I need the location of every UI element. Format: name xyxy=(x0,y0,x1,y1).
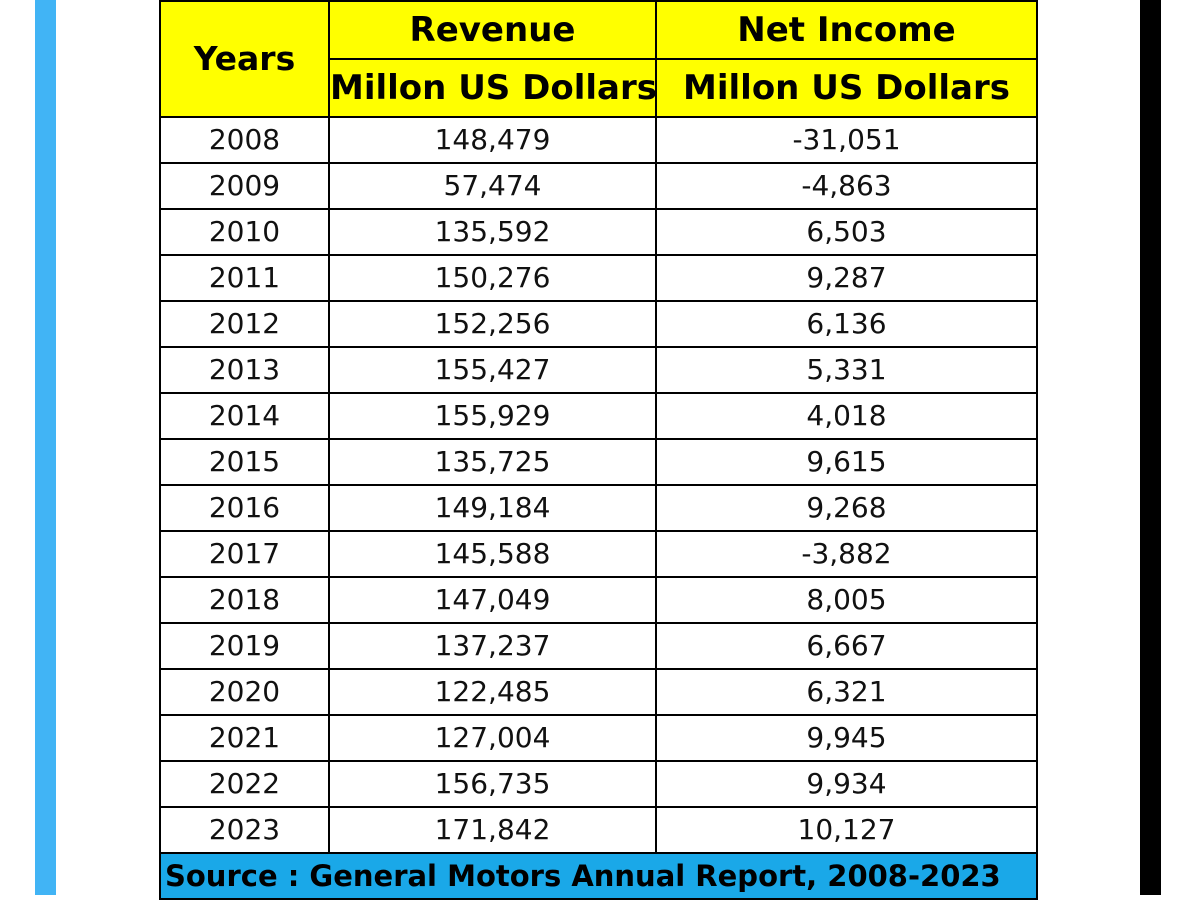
year-cell: 2021 xyxy=(159,714,330,762)
revenue-cell: 147,049 xyxy=(328,576,657,624)
net-income-cell: 6,321 xyxy=(655,668,1038,716)
table-row: 2009 57,474 -4,863 xyxy=(159,162,1038,210)
revenue-cell: 145,588 xyxy=(328,530,657,578)
net-income-cell: 9,934 xyxy=(655,760,1038,808)
year-cell: 2010 xyxy=(159,208,330,256)
revenue-cell: 171,842 xyxy=(328,806,657,854)
net-income-header: Net Income xyxy=(655,0,1038,60)
table-row: 2014 155,929 4,018 xyxy=(159,392,1038,440)
revenue-cell: 135,725 xyxy=(328,438,657,486)
table-row: 2021 127,004 9,945 xyxy=(159,714,1038,762)
left-accent-bar xyxy=(35,0,56,895)
year-cell: 2017 xyxy=(159,530,330,578)
year-cell: 2023 xyxy=(159,806,330,854)
net-income-cell: -31,051 xyxy=(655,116,1038,164)
year-cell: 2013 xyxy=(159,346,330,394)
year-cell: 2019 xyxy=(159,622,330,670)
table-row: 2022 156,735 9,934 xyxy=(159,760,1038,808)
table-row: 2018 147,049 8,005 xyxy=(159,576,1038,624)
table-body: 2008 148,479 -31,051 2009 57,474 -4,863 2010 13… xyxy=(159,116,1038,854)
table-row: 2023 171,842 10,127 xyxy=(159,806,1038,854)
year-cell: 2020 xyxy=(159,668,330,716)
net-income-cell: 5,331 xyxy=(655,346,1038,394)
revenue-cell: 156,735 xyxy=(328,760,657,808)
table-row: 2010 135,592 6,503 xyxy=(159,208,1038,256)
table-header: Years Revenue Net Income Millon US Dolla… xyxy=(159,0,1038,118)
net-income-cell: 10,127 xyxy=(655,806,1038,854)
revenue-cell: 155,929 xyxy=(328,392,657,440)
net-income-unit-header: Millon US Dollars xyxy=(655,58,1038,118)
table-row: 2008 148,479 -31,051 xyxy=(159,116,1038,164)
revenue-cell: 155,427 xyxy=(328,346,657,394)
revenue-cell: 127,004 xyxy=(328,714,657,762)
net-income-cell: 4,018 xyxy=(655,392,1038,440)
year-cell: 2008 xyxy=(159,116,330,164)
table-row: 2019 137,237 6,667 xyxy=(159,622,1038,670)
table-row: 2020 122,485 6,321 xyxy=(159,668,1038,716)
net-income-cell: 8,005 xyxy=(655,576,1038,624)
financial-table-container: Years Revenue Net Income Millon US Dolla… xyxy=(159,0,1038,900)
table-row: 2011 150,276 9,287 xyxy=(159,254,1038,302)
table-row: 2013 155,427 5,331 xyxy=(159,346,1038,394)
revenue-cell: 148,479 xyxy=(328,116,657,164)
revenue-cell: 122,485 xyxy=(328,668,657,716)
year-cell: 2009 xyxy=(159,162,330,210)
table-row: 2015 135,725 9,615 xyxy=(159,438,1038,486)
net-income-cell: 9,268 xyxy=(655,484,1038,532)
source-note: Source : General Motors Annual Report, 2… xyxy=(159,852,1038,900)
net-income-cell: 6,667 xyxy=(655,622,1038,670)
revenue-header: Revenue xyxy=(328,0,657,60)
year-cell: 2012 xyxy=(159,300,330,348)
revenue-cell: 137,237 xyxy=(328,622,657,670)
year-cell: 2011 xyxy=(159,254,330,302)
year-cell: 2016 xyxy=(159,484,330,532)
revenue-cell: 150,276 xyxy=(328,254,657,302)
year-cell: 2014 xyxy=(159,392,330,440)
revenue-cell: 149,184 xyxy=(328,484,657,532)
years-header: Years xyxy=(159,0,330,118)
revenue-unit-header: Millon US Dollars xyxy=(328,58,657,118)
table-row: 2016 149,184 9,268 xyxy=(159,484,1038,532)
net-income-cell: 6,503 xyxy=(655,208,1038,256)
year-cell: 2015 xyxy=(159,438,330,486)
financial-table: Years Revenue Net Income Millon US Dolla… xyxy=(159,0,1038,900)
net-income-cell: 6,136 xyxy=(655,300,1038,348)
table-row: 2012 152,256 6,136 xyxy=(159,300,1038,348)
right-accent-bar xyxy=(1140,0,1161,895)
year-cell: 2022 xyxy=(159,760,330,808)
table-row: 2017 145,588 -3,882 xyxy=(159,530,1038,578)
revenue-cell: 57,474 xyxy=(328,162,657,210)
revenue-cell: 152,256 xyxy=(328,300,657,348)
net-income-cell: -3,882 xyxy=(655,530,1038,578)
year-cell: 2018 xyxy=(159,576,330,624)
net-income-cell: 9,287 xyxy=(655,254,1038,302)
net-income-cell: 9,945 xyxy=(655,714,1038,762)
revenue-cell: 135,592 xyxy=(328,208,657,256)
net-income-cell: -4,863 xyxy=(655,162,1038,210)
net-income-cell: 9,615 xyxy=(655,438,1038,486)
